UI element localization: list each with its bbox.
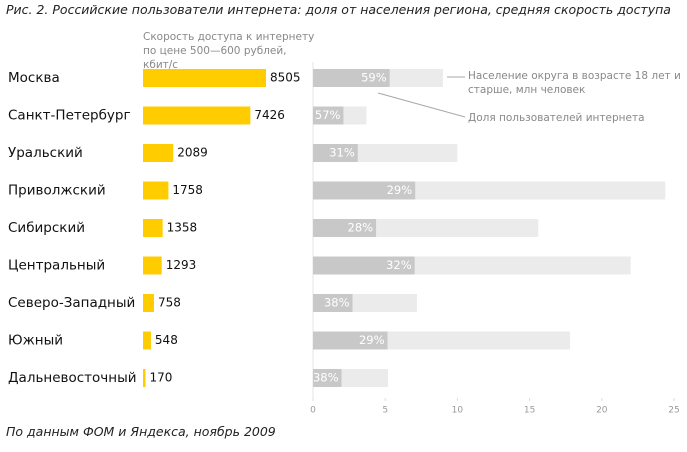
x-tick-label: 10: [452, 406, 464, 416]
category-label: Сибирский: [8, 220, 85, 236]
source-note: По данным ФОМ и Яндекса, ноябрь 2009: [6, 424, 276, 439]
x-tick-label: 0: [310, 406, 316, 416]
bar: [143, 294, 154, 312]
value-label: 1293: [166, 258, 197, 272]
bar: [143, 331, 151, 350]
share-label: 59%: [361, 71, 387, 85]
share-label: 29%: [359, 333, 385, 347]
category-label: Северо-Западный: [8, 295, 135, 311]
share-bar: [313, 144, 358, 162]
share-bar: [313, 331, 388, 350]
bar: [143, 256, 162, 275]
value-label: 8505: [270, 71, 301, 85]
bar: [143, 106, 251, 125]
bar: [143, 181, 169, 200]
category-label: Москва: [8, 70, 60, 86]
value-label: 170: [149, 371, 172, 385]
share-label: 57%: [315, 108, 341, 122]
category-label: Дальневосточный: [8, 370, 137, 386]
value-label: 1758: [172, 183, 203, 197]
value-label: 7426: [254, 108, 285, 122]
share-bar: [313, 256, 415, 275]
share-bar: [313, 294, 353, 312]
share-label: 31%: [329, 146, 355, 160]
share-label: 38%: [324, 296, 350, 310]
value-label: 1358: [167, 221, 198, 235]
share-label: 28%: [348, 221, 374, 235]
share-label: 38%: [313, 371, 339, 385]
category-label: Центральный: [8, 258, 105, 274]
share-label: 32%: [386, 258, 412, 272]
share-label: 29%: [387, 183, 413, 197]
value-label: 2089: [177, 146, 208, 160]
share-bar: [313, 369, 342, 387]
x-tick-label: 20: [596, 406, 608, 416]
category-label: Приволжский: [8, 183, 106, 199]
x-tick-label: 25: [668, 406, 679, 416]
bar: [143, 369, 146, 387]
value-label: 758: [158, 296, 181, 310]
value-label: 548: [155, 333, 178, 347]
leader-line: [377, 92, 466, 118]
share-bar: [313, 106, 344, 125]
x-tick-label: 15: [524, 406, 535, 416]
bar: [143, 69, 266, 87]
legend-entry: Доля пользователей интернета: [468, 112, 645, 124]
category-label: Санкт-Петербург: [8, 108, 131, 124]
share-bar: [313, 181, 416, 200]
x-tick-label: 5: [382, 406, 388, 416]
share-bar: [313, 69, 390, 87]
chart-title: Рис. 2. Российские пользователи интернет…: [6, 2, 671, 17]
category-label: Южный: [8, 333, 63, 349]
subtitle: Скорость доступа к интернету по цене 500…: [143, 31, 315, 71]
category-label: Уральский: [8, 145, 83, 161]
share-bar: [313, 219, 377, 237]
bar: [143, 144, 174, 162]
bar: [143, 219, 163, 237]
legend-entry: Население округа в возрасте 18 лет и ста…: [468, 70, 681, 96]
